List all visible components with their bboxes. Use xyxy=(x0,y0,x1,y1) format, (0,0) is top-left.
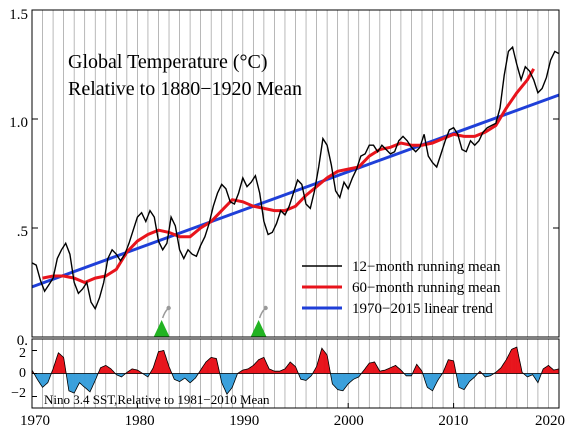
top-y-tick-label: 0. xyxy=(17,333,28,349)
chart-subtitle: Relative to 1880−1920 Mean xyxy=(68,78,302,100)
bottom-y-tick-label: −2 xyxy=(11,386,26,401)
top-y-tick-label: .5 xyxy=(17,224,28,240)
axis-ticks xyxy=(31,9,560,408)
x-tick-label: 1990 xyxy=(229,413,259,429)
top-panel-gridlines xyxy=(42,10,549,337)
x-tick-label: 2020 xyxy=(535,413,565,429)
x-tick-label: 1980 xyxy=(125,413,155,429)
legend: 12−month running mean 60−month running m… xyxy=(302,259,501,317)
volcano-plume-puff xyxy=(166,305,171,311)
volcano-markers xyxy=(153,305,268,337)
volcano-triangle xyxy=(153,320,170,337)
x-tick-label: 2010 xyxy=(438,413,468,429)
x-tick-label: 2000 xyxy=(334,413,364,429)
x-tick-label: 1970 xyxy=(20,413,50,429)
12-month-running-mean-line xyxy=(31,45,560,311)
bottom-y-tick-label: 2 xyxy=(19,346,26,361)
volcano-plume-puff xyxy=(263,305,268,311)
bottom-y-tick-label: 0 xyxy=(19,366,26,381)
legend-label-trend: 1970−2015 linear trend xyxy=(352,301,493,317)
legend-label-60-month: 60−month running mean xyxy=(352,280,501,296)
linear-trend-line xyxy=(31,93,560,289)
nino-panel-label: Nino 3.4 SST,Relative to 1981−2010 Mean xyxy=(44,392,270,407)
top-y-tick-label: 1.0 xyxy=(9,115,28,131)
top-y-tick-label: 1.5 xyxy=(9,7,28,23)
nino-outline xyxy=(31,346,560,395)
chart-title: Global Temperature (°C) xyxy=(68,51,268,73)
legend-label-12-month: 12−month running mean xyxy=(352,259,501,275)
top-panel-frame xyxy=(31,9,560,338)
volcano-triangle xyxy=(250,320,267,337)
